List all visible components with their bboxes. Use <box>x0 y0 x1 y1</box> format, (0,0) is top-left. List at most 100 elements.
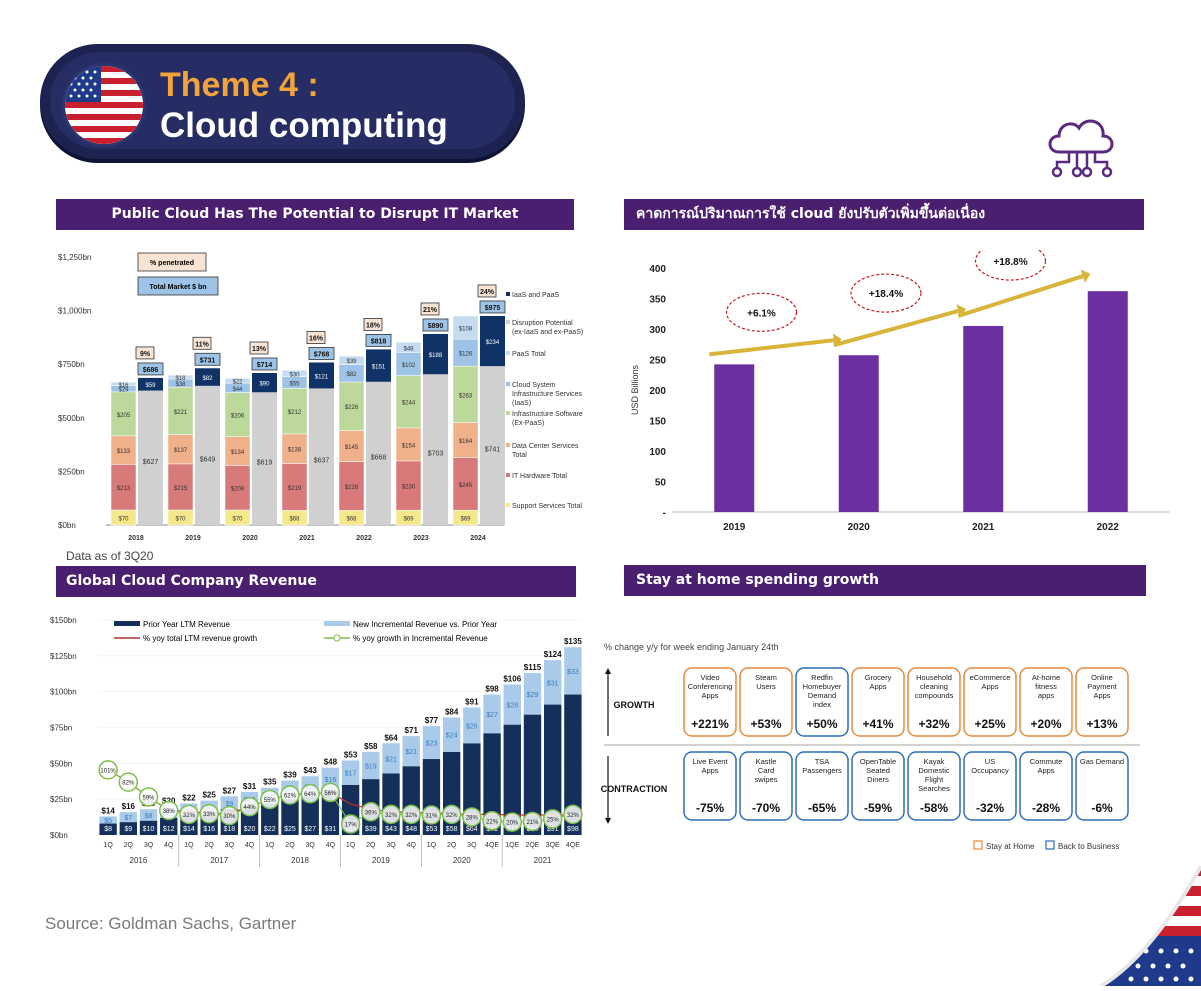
y-tick-label: $125bn <box>50 652 77 661</box>
segment-label: $230 <box>402 485 416 491</box>
prior-ltm-bar <box>99 823 117 835</box>
total-box <box>365 334 392 347</box>
chart-subtitle: % change y/y for week ending January 24t… <box>604 642 779 652</box>
prior-ltm-label: $16 <box>203 826 215 833</box>
penetrated-label: 16% <box>309 335 324 342</box>
prior-ltm-bar <box>321 790 340 835</box>
total-box <box>479 300 506 314</box>
metric-name: Online Payment Apps <box>1087 673 1118 700</box>
prior-ltm-label: $25 <box>284 826 296 833</box>
prior-ltm-bar <box>543 704 562 835</box>
incremental-label: $24 <box>446 733 458 740</box>
legend-swatch <box>506 411 510 415</box>
incremental-growth-label: 62% <box>284 794 297 800</box>
incremental-growth-point <box>462 807 482 827</box>
metric-card <box>907 667 961 737</box>
incremental-bar <box>220 796 239 810</box>
stack-segment <box>338 430 365 462</box>
incremental-growth-point <box>340 814 361 834</box>
incremental-label: $33 <box>567 669 579 676</box>
segment-label: $29 <box>118 388 129 394</box>
stack-segment <box>281 433 308 464</box>
incremental-growth-point <box>179 804 199 825</box>
y-tick-label: $1,000bn <box>58 307 91 316</box>
incremental-label: $28 <box>506 703 518 710</box>
segment-label: $69 <box>403 517 414 523</box>
incremental-bar <box>99 816 117 824</box>
row-label: GROWTH <box>614 700 655 710</box>
metric-card <box>851 751 905 821</box>
y-tick-label: 250 <box>649 356 666 367</box>
legend-label: IaaS and PaaS <box>512 292 559 299</box>
incremental-growth-label: 56% <box>324 791 337 797</box>
iaas-paas-label: $121 <box>315 374 329 380</box>
stack-segment <box>224 436 251 466</box>
cloud-forecast-chart: - 50 100 150 200 250 300 350 400 USD Billions 2019… <box>630 250 1170 533</box>
total-label: $31 <box>243 782 257 791</box>
incremental-label: $21 <box>385 756 397 763</box>
segment-label: $145 <box>345 445 359 451</box>
page-title-line2: Cloud computing <box>160 106 448 145</box>
iaas-paas-label: $59 <box>145 383 156 389</box>
segment-label: $16 <box>118 383 129 389</box>
stack-segment <box>167 463 194 511</box>
legend-swatch <box>973 840 983 850</box>
cloud-network-icon <box>1043 112 1121 187</box>
legend-label: Data Center Services Total <box>512 443 579 459</box>
legend-label: % yoy total LTM revenue growth <box>143 634 257 643</box>
stack-segment <box>167 386 194 435</box>
legend-swatch <box>506 473 510 477</box>
prior-ltm-label: $48 <box>405 826 417 833</box>
growth-label: +18.4% <box>869 289 903 300</box>
total-label: $77 <box>425 716 439 725</box>
metric-card <box>795 667 849 737</box>
prior-ltm-bar <box>523 714 542 835</box>
stack-segment <box>110 391 137 437</box>
penetrated-box <box>306 331 326 344</box>
x-tick-label: 2019 <box>185 535 201 542</box>
stack-segment <box>452 365 479 423</box>
incremental-growth-point <box>199 803 219 824</box>
segment-label: $219 <box>288 486 302 492</box>
segment-label: $213 <box>117 486 131 492</box>
legend-label: IT Hardware Total <box>512 473 567 480</box>
metric-value: +50% <box>806 717 837 731</box>
stack-segment <box>281 369 308 377</box>
total-box <box>308 347 335 360</box>
metric-card <box>907 751 961 821</box>
incremental-growth-point <box>421 805 442 825</box>
incremental-growth-point <box>482 811 502 831</box>
stay-at-home-chart: % change y/y for week ending January 24t… <box>601 642 1140 851</box>
stack-segment <box>167 374 194 380</box>
metric-value: -58% <box>920 801 948 815</box>
prior-ltm-label: $91 <box>547 826 559 833</box>
metric-value: -70% <box>752 801 780 815</box>
stack-segment <box>224 378 251 384</box>
prior-ltm-label: $8 <box>104 826 112 833</box>
metric-card <box>963 667 1017 737</box>
y-tick-label: $75bn <box>50 724 72 733</box>
growth-bubble <box>725 292 798 332</box>
iaas-paas-bar <box>366 349 391 382</box>
segment-label: $221 <box>174 410 188 416</box>
total-label: $768 <box>314 351 330 358</box>
disruption-bar <box>195 385 220 525</box>
total-label: $124 <box>544 650 562 659</box>
metric-card <box>683 751 737 821</box>
stack-segment <box>281 463 308 511</box>
incremental-growth-point <box>522 811 543 832</box>
incremental-label: $23 <box>426 741 438 748</box>
total-label: $106 <box>503 675 521 684</box>
total-label: $135 <box>564 637 582 646</box>
y-tick-label: $0bn <box>58 521 76 530</box>
quarter-label: 4QE <box>566 842 580 849</box>
total-label: $48 <box>324 758 338 767</box>
y-tick-label: $750bn <box>58 360 85 369</box>
incremental-growth-label: 59% <box>143 795 156 801</box>
metric-value: -65% <box>808 801 836 815</box>
total-label: $43 <box>304 766 318 775</box>
segment-label: $18 <box>175 376 186 382</box>
quarter-label: 1Q <box>184 842 194 849</box>
segment-label: $138 <box>288 448 302 454</box>
metric-name: US Occupancy <box>971 757 1009 775</box>
